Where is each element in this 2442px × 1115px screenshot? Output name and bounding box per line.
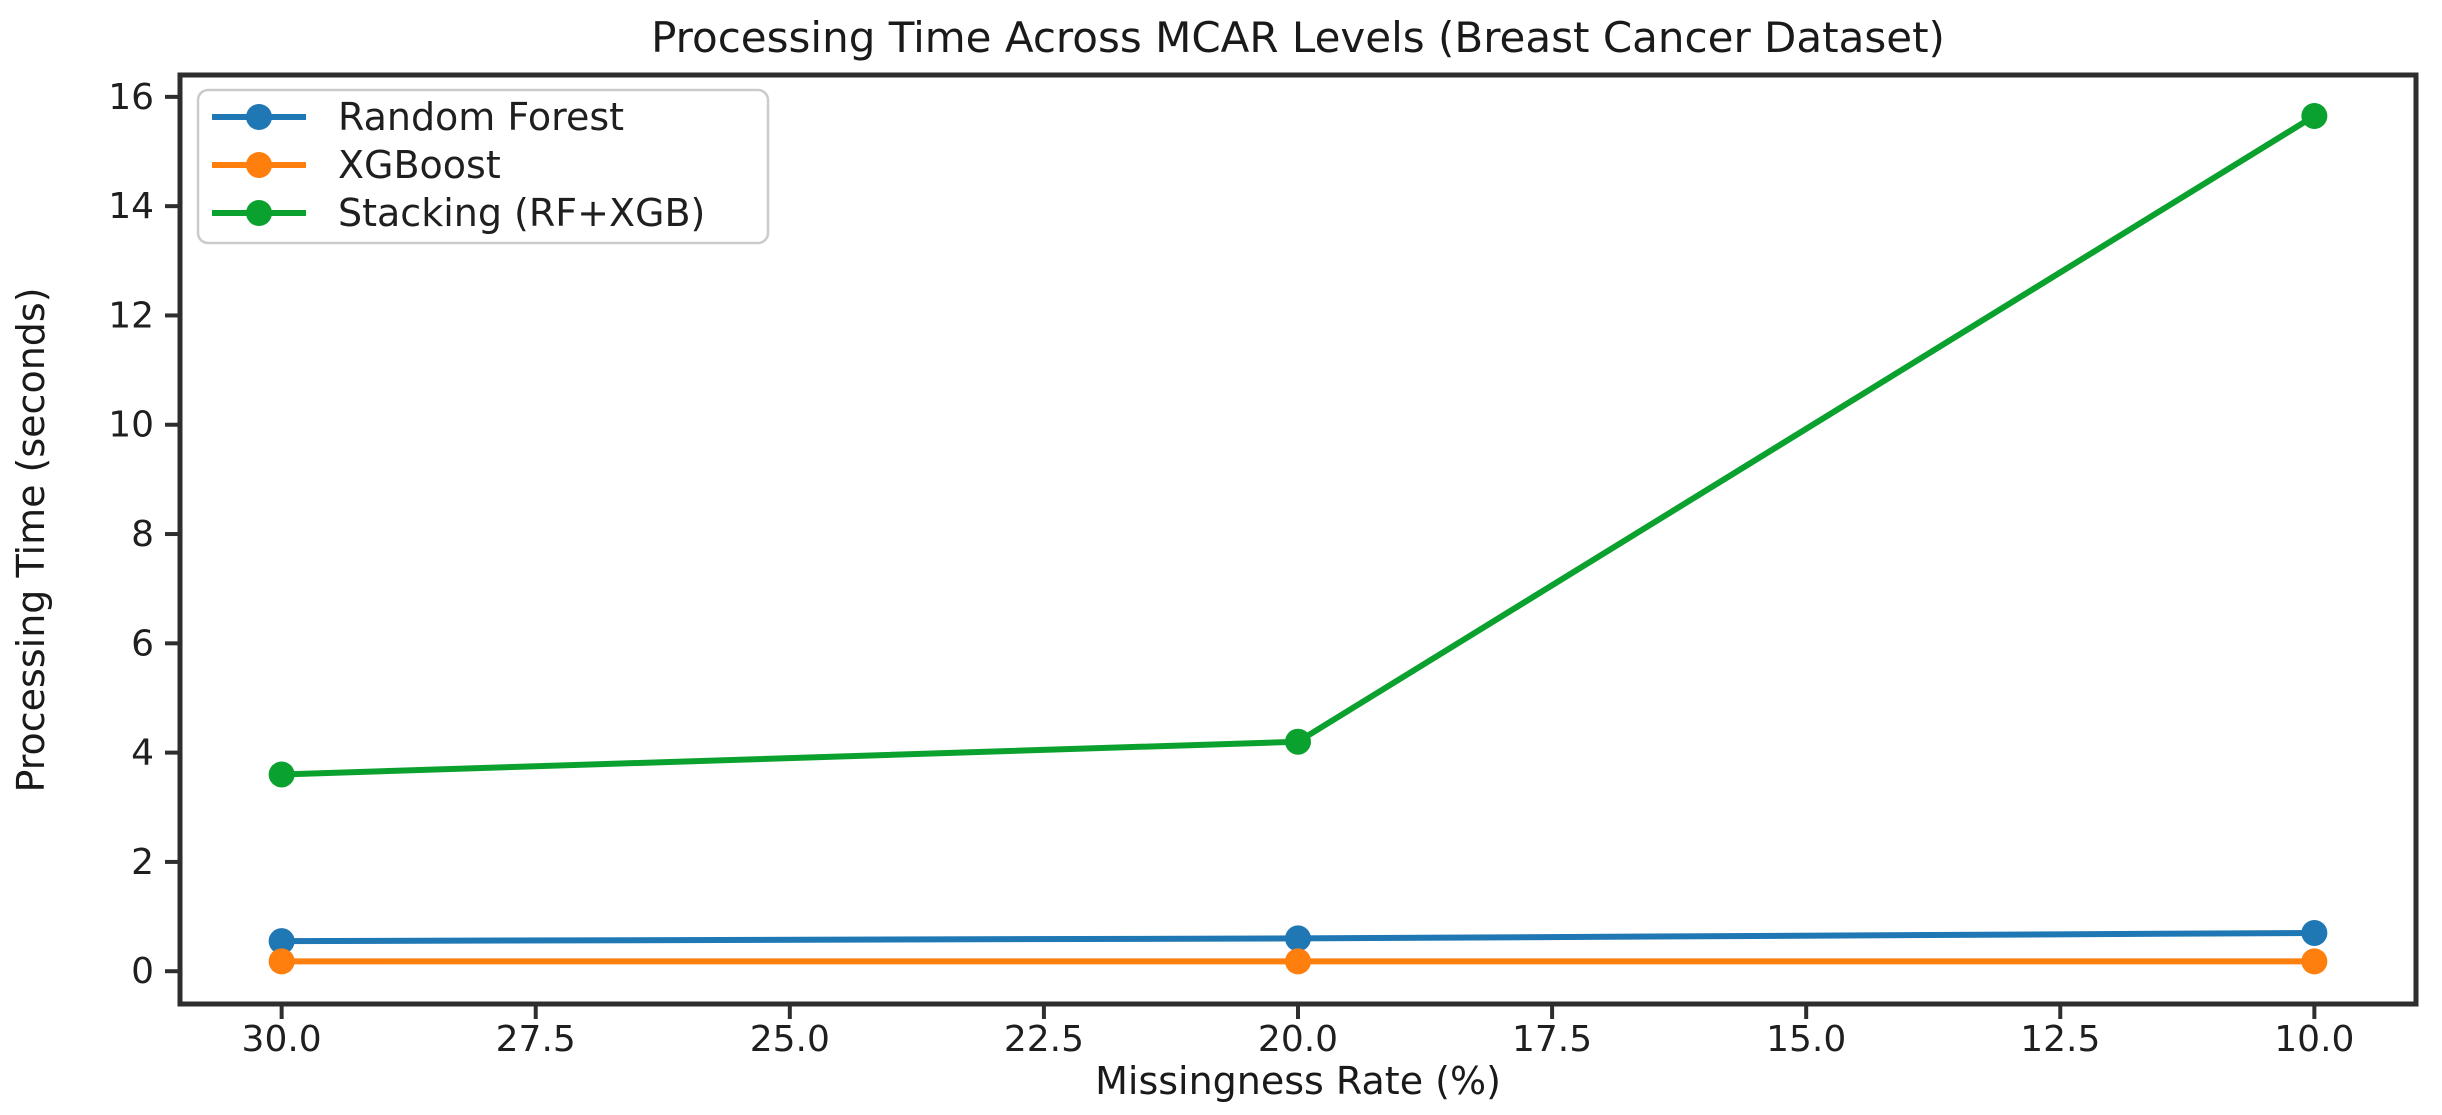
data-point-xgboost xyxy=(1285,948,1311,975)
y-axis-ticks: 0 2 4 6 8 10 12 14 16 xyxy=(108,77,180,992)
y-tick-label: 4 xyxy=(131,733,154,774)
y-tick-label: 0 xyxy=(131,951,154,992)
y-tick-label: 10 xyxy=(108,405,154,446)
x-tick-label: 10.0 xyxy=(2274,1019,2354,1060)
y-axis-title: Processing Time (seconds) xyxy=(9,287,53,792)
data-point-stacking-rf-xgb xyxy=(2301,102,2328,129)
legend-label-random-forest: Random Forest xyxy=(338,95,624,139)
y-tick-label: 12 xyxy=(108,295,154,336)
x-axis-title: Missingness Rate (%) xyxy=(1095,1059,1501,1103)
data-point-stacking-rf-xgb xyxy=(268,761,295,788)
plot-border xyxy=(177,72,2419,1007)
x-tick-label: 17.5 xyxy=(1512,1019,1592,1060)
data-point-random-forest xyxy=(2301,919,2328,946)
data-point-stacking-rf-xgb xyxy=(1285,728,1311,755)
x-tick-label: 22.5 xyxy=(1004,1019,1084,1060)
legend-box xyxy=(196,88,770,245)
x-tick-label: 27.5 xyxy=(496,1019,576,1060)
data-point-xgboost xyxy=(268,948,295,975)
legend-marker-xgboost xyxy=(246,152,272,178)
legend-label-stacking-rf-xgb: Stacking (RF+XGB) xyxy=(338,191,705,235)
x-axis-ticks: 30.0 27.5 25.0 22.5 20.0 17.5 15.0 12.5 10.0 xyxy=(242,1004,2354,1060)
data-point-random-forest xyxy=(268,928,295,955)
x-tick-label: 30.0 xyxy=(242,1019,322,1060)
data-point-random-forest xyxy=(1285,925,1311,952)
y-tick-label: 2 xyxy=(131,842,154,883)
y-tick-label: 16 xyxy=(108,77,154,118)
chart-title: Processing Time Across MCAR Levels (Brea… xyxy=(651,13,1945,62)
series-group xyxy=(268,102,2328,975)
x-tick-label: 25.0 xyxy=(750,1019,830,1060)
legend-marker-random-forest xyxy=(246,104,272,130)
y-tick-label: 14 xyxy=(108,186,154,227)
y-tick-label: 6 xyxy=(131,623,154,664)
x-tick-label: 20.0 xyxy=(1258,1019,1338,1060)
y-tick-label: 8 xyxy=(131,514,154,555)
legend-marker-stacking-rf-xgb xyxy=(246,200,272,226)
x-tick-label: 15.0 xyxy=(1766,1019,1846,1060)
data-point-xgboost xyxy=(2301,948,2328,975)
x-tick-label: 12.5 xyxy=(2020,1019,2100,1060)
legend-label-xgboost: XGBoost xyxy=(338,143,501,187)
